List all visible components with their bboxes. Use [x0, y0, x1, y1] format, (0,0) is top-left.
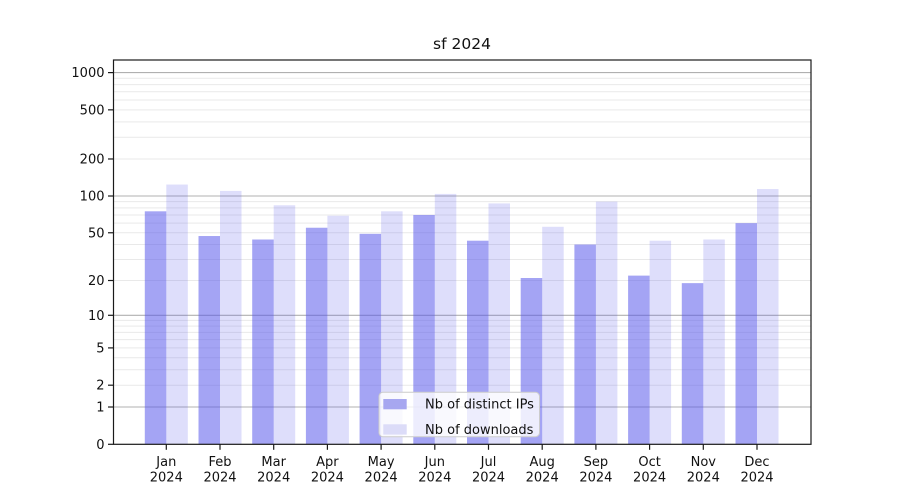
legend-swatch-downloads — [383, 424, 407, 435]
x-tick-label-month: Sep — [584, 455, 609, 470]
bar-ips-apr — [305, 227, 328, 445]
x-tick-label-year: 2024 — [687, 471, 720, 486]
y-tick-label: 1 — [96, 401, 104, 416]
y-tick-label: 10 — [88, 309, 105, 324]
y-tick-label: 500 — [80, 103, 105, 118]
x-tick-label-month: Feb — [208, 455, 231, 470]
legend-box — [378, 391, 540, 438]
x-tick-label-month: Aug — [530, 455, 555, 470]
bar-ips-nov — [681, 283, 704, 445]
legend-label-downloads: Nb of downloads — [425, 423, 534, 438]
bar-downloads-dec — [757, 189, 779, 445]
x-tick-label-year: 2024 — [579, 471, 612, 486]
x-tick-label-year: 2024 — [472, 471, 505, 486]
legend: Nb of distinct IPs Nb of downloads — [378, 391, 540, 438]
bar-downloads-apr — [327, 215, 349, 445]
axis-ticks: 01251020501002005001000Jan2024Feb2024Mar… — [71, 66, 773, 485]
bar-ips-may — [359, 233, 382, 445]
bar-ips-feb — [198, 236, 220, 445]
x-tick-label-month: Jun — [424, 455, 445, 470]
plot-frame — [112, 59, 812, 445]
bar-downloads-nov — [703, 239, 725, 445]
y-tick-label: 0 — [96, 438, 104, 453]
y-tick-label: 1000 — [71, 66, 104, 81]
bar-downloads-oct — [649, 240, 672, 445]
x-tick-label-year: 2024 — [311, 471, 344, 486]
x-tick-label-month: Jul — [480, 455, 497, 470]
x-tick-label-month: Jan — [155, 455, 176, 470]
bar-ips-mar — [252, 239, 274, 445]
legend-label-ips: Nb of distinct IPs — [425, 398, 534, 413]
y-tick-label: 100 — [80, 190, 105, 205]
bar-downloads-feb — [220, 190, 242, 445]
bar-downloads-may — [381, 211, 403, 445]
x-tick-label-year: 2024 — [633, 471, 666, 486]
y-tick-label: 5 — [96, 341, 104, 356]
y-tick-label: 2 — [96, 379, 104, 394]
x-tick-label-year: 2024 — [257, 471, 290, 486]
bar-ips-oct — [628, 275, 650, 445]
bar-downloads-jun — [434, 193, 457, 445]
x-tick-label-year: 2024 — [365, 471, 398, 486]
bar-downloads-jul — [488, 203, 510, 445]
bar-ips-jun — [413, 214, 435, 445]
plot-border — [112, 59, 812, 445]
x-tick-label-year: 2024 — [418, 471, 451, 486]
bar-downloads-jan — [166, 184, 188, 445]
legend-swatch-ips — [383, 399, 407, 410]
x-tick-label-month: Apr — [316, 455, 339, 470]
bar-downloads-sep — [595, 201, 618, 445]
y-tick-label: 50 — [88, 226, 105, 241]
bar-ips-sep — [574, 244, 596, 445]
x-tick-label-month: Nov — [691, 455, 717, 470]
x-tick-label-month: Dec — [744, 455, 769, 470]
x-tick-label-month: Mar — [261, 455, 286, 470]
y-tick-label: 20 — [88, 274, 105, 289]
chart-title: sf 2024 — [433, 35, 491, 53]
bar-downloads-aug — [542, 226, 564, 445]
y-tick-label: 200 — [80, 152, 105, 167]
x-tick-label-year: 2024 — [150, 471, 183, 486]
x-tick-label-year: 2024 — [203, 471, 236, 486]
x-tick-label-year: 2024 — [740, 471, 773, 486]
bar-downloads-mar — [273, 205, 296, 445]
x-tick-label-year: 2024 — [526, 471, 559, 486]
x-tick-label-month: May — [368, 455, 395, 470]
bar-ips-dec — [735, 223, 757, 445]
x-tick-label-month: Oct — [638, 455, 660, 470]
bar-ips-jan — [144, 211, 167, 445]
